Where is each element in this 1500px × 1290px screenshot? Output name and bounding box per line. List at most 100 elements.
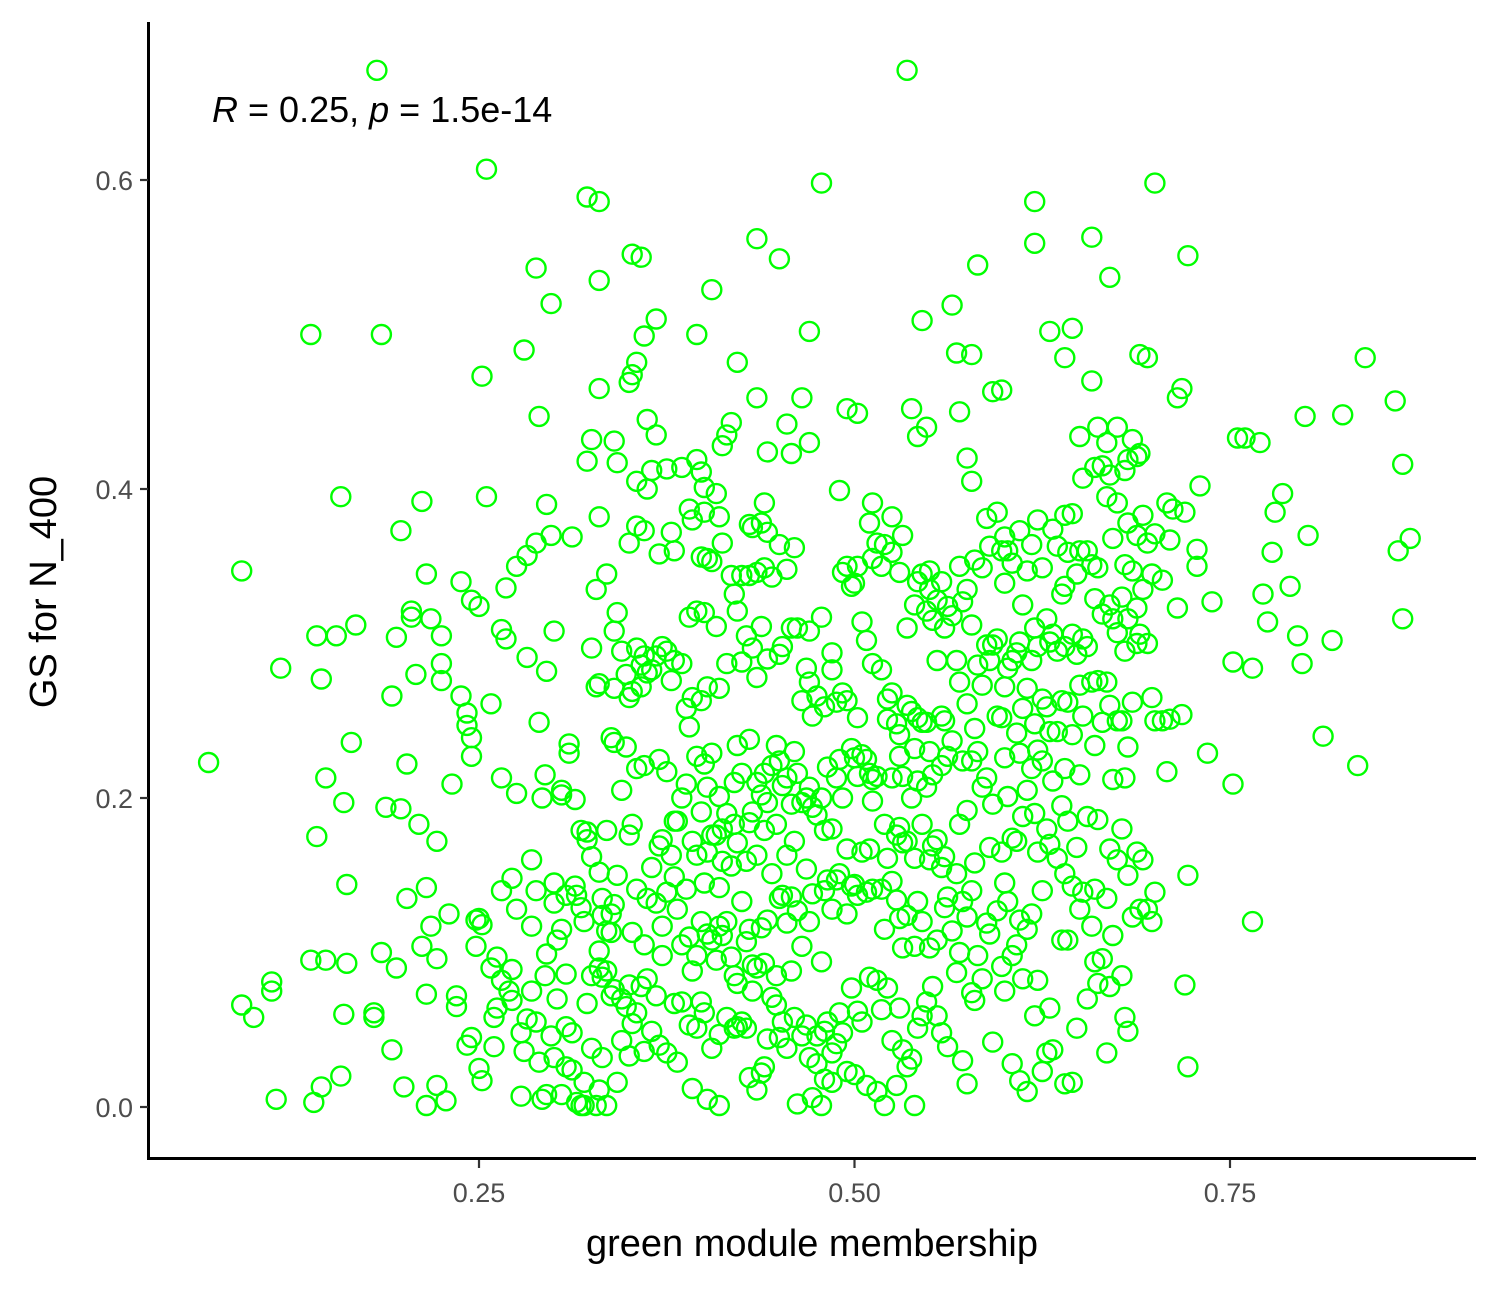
data-point: [870, 659, 893, 681]
data-point: [385, 957, 408, 979]
r-symbol: R: [212, 89, 238, 130]
data-point: [300, 323, 322, 346]
data-point: [366, 59, 388, 82]
data-point: [603, 430, 625, 452]
data-point: [375, 796, 397, 818]
data-point: [525, 257, 547, 279]
data-point: [1111, 965, 1133, 987]
data-point: [1387, 540, 1409, 562]
data-point: [1114, 1006, 1136, 1029]
data-point: [840, 737, 863, 760]
data-point: [363, 1002, 385, 1024]
data-point: [866, 765, 888, 788]
data-point: [1252, 583, 1274, 605]
data-point: [1261, 541, 1283, 563]
data-point: [430, 625, 453, 647]
data-point: [543, 892, 565, 914]
data-point: [903, 1094, 926, 1117]
data-point: [866, 532, 888, 554]
data-point: [1111, 818, 1133, 840]
data-point: [693, 476, 715, 499]
data-point: [265, 1088, 287, 1111]
data-point: [1151, 710, 1174, 732]
data-point: [1114, 640, 1136, 662]
data-point: [948, 401, 971, 423]
data-point: [1081, 226, 1103, 248]
data-point: [480, 957, 502, 979]
p-value: = 1.5e-14: [399, 89, 552, 130]
data-point: [573, 910, 595, 933]
data-point: [1129, 898, 1151, 920]
data-point: [870, 999, 893, 1021]
data-point: [1159, 529, 1181, 551]
data-point: [1091, 948, 1114, 970]
data-point: [971, 557, 993, 579]
r-value: = 0.25,: [248, 89, 359, 130]
data-point: [1222, 773, 1244, 795]
data-point: [933, 846, 956, 868]
data-point: [1156, 492, 1178, 514]
data-point: [738, 918, 761, 940]
data-point: [396, 753, 418, 775]
data-point: [600, 727, 622, 749]
data-point: [1186, 538, 1208, 560]
data-point: [626, 1002, 648, 1024]
data-point: [746, 387, 768, 409]
data-point: [1174, 974, 1196, 996]
data-point: [663, 992, 685, 1015]
data-point: [795, 657, 818, 679]
data-point: [1012, 805, 1034, 828]
data-point: [915, 776, 938, 798]
data-point: [791, 935, 813, 957]
data-point: [663, 866, 685, 888]
data-point: [415, 1094, 438, 1117]
data-point: [976, 507, 998, 530]
data-point: [1117, 736, 1139, 758]
data-point: [1391, 453, 1414, 475]
data-point: [1096, 671, 1118, 693]
data-point: [310, 668, 332, 690]
data-point: [716, 802, 738, 825]
data-point: [603, 731, 625, 754]
data-point: [1051, 929, 1073, 951]
data-point: [1009, 520, 1031, 542]
data-point: [393, 1076, 415, 1098]
data-point: [651, 829, 673, 851]
data-point: [936, 745, 959, 767]
data-point: [951, 750, 974, 772]
data-point: [636, 662, 658, 684]
data-point: [891, 524, 914, 547]
data-point: [876, 688, 899, 710]
data-point: [930, 571, 953, 593]
data-point: [1016, 1080, 1038, 1103]
data-point: [345, 614, 367, 636]
data-point: [648, 1034, 670, 1056]
data-point: [483, 1035, 505, 1058]
data-point: [1106, 492, 1129, 514]
data-point: [633, 1040, 655, 1063]
data-point: [630, 676, 652, 698]
data-point: [1132, 578, 1154, 601]
data-point: [1066, 836, 1088, 859]
data-point: [495, 577, 517, 599]
data-point: [976, 767, 998, 789]
data-point: [855, 629, 878, 652]
data-point: [445, 985, 468, 1007]
data-point: [693, 753, 715, 775]
data-point: [945, 649, 968, 672]
data-point: [756, 1028, 779, 1050]
data-point: [671, 787, 693, 809]
data-point: [1117, 448, 1139, 471]
data-point: [855, 748, 878, 771]
data-point: [1069, 898, 1091, 920]
data-point: [405, 663, 427, 686]
data-point: [753, 952, 776, 974]
data-point: [1023, 802, 1046, 825]
data-point: [738, 513, 761, 536]
data-point: [741, 980, 764, 1002]
data-point: [930, 856, 953, 879]
data-point: [1042, 1039, 1064, 1061]
data-point: [945, 863, 968, 885]
data-point: [1012, 697, 1034, 720]
data-point: [633, 325, 655, 347]
